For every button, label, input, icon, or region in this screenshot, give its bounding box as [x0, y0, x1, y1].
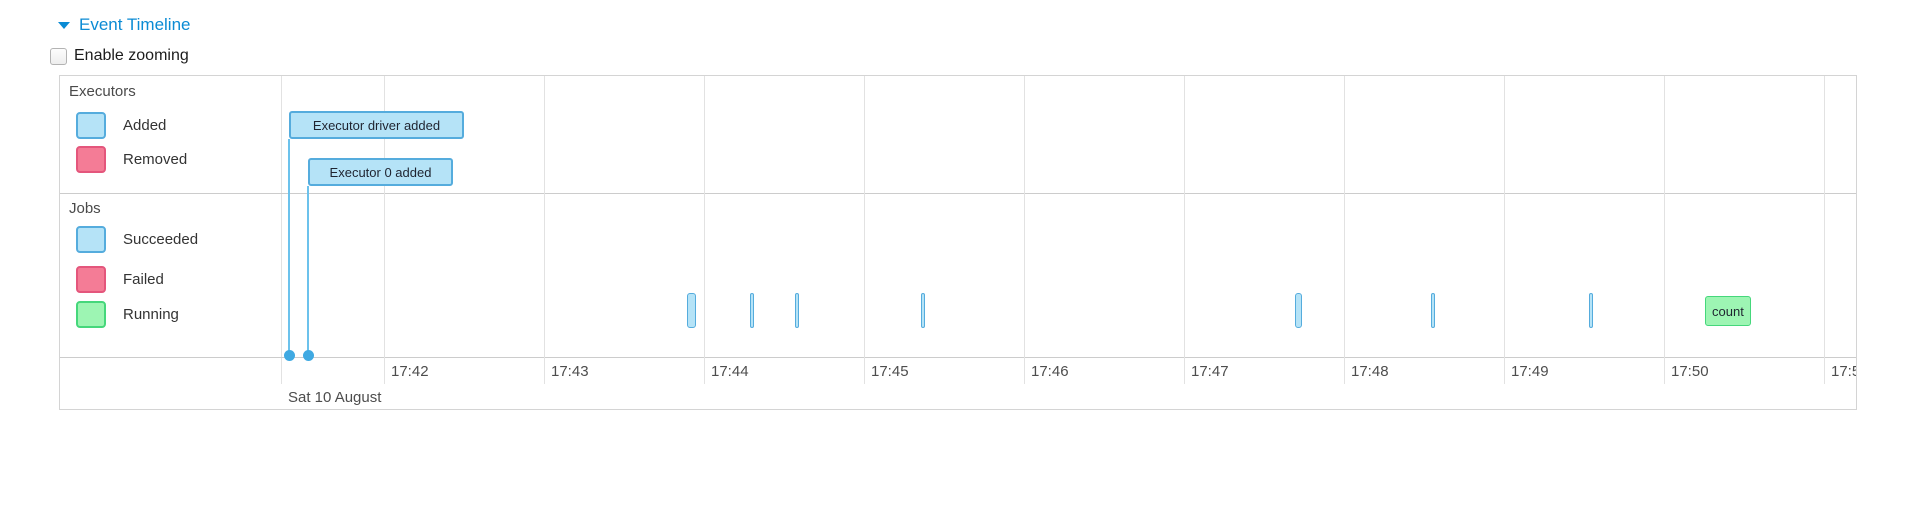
axis-tick-label: 17:47	[1191, 363, 1229, 380]
executor-event-box[interactable]: Executor 0 added	[308, 158, 453, 186]
jobs-group-label: Jobs	[69, 200, 101, 217]
axis-tick-label: 17:42	[391, 363, 429, 380]
legend-label: Removed	[123, 151, 188, 168]
enable-zooming-row: Enable zooming	[50, 47, 189, 65]
event-timeline-title[interactable]: Event Timeline	[79, 15, 191, 34]
enable-zooming-label[interactable]: Enable zooming	[74, 47, 189, 64]
legend-swatch-blue	[76, 226, 106, 253]
axis-tick-label: 17:46	[1031, 363, 1069, 380]
event-anchor-line	[307, 186, 309, 357]
group-column-separator	[281, 76, 282, 384]
legend-swatch-pink	[76, 146, 106, 173]
event-anchor-dot	[284, 350, 295, 361]
axis-tick-label: 17:50	[1671, 363, 1709, 380]
succeeded-job-item[interactable]	[795, 293, 799, 328]
minute-gridline	[1344, 76, 1345, 384]
event-anchor-dot	[303, 350, 314, 361]
minute-gridline	[704, 76, 705, 384]
executor-event-box[interactable]: Executor driver added	[289, 111, 464, 139]
succeeded-job-item[interactable]	[1589, 293, 1593, 328]
minute-gridline	[864, 76, 865, 384]
legend-label: Added	[123, 117, 167, 134]
caret-down-icon	[58, 21, 70, 29]
lane-separator	[60, 193, 1856, 194]
minute-gridline	[1664, 76, 1665, 384]
legend-swatch-pink	[76, 266, 106, 293]
succeeded-job-item[interactable]	[750, 293, 754, 328]
time-axis-line	[60, 357, 1856, 358]
legend-label: Succeeded	[123, 231, 199, 248]
legend-label: Failed	[123, 271, 164, 288]
event-anchor-line	[288, 139, 290, 357]
running-job-item[interactable]: count	[1705, 296, 1751, 326]
succeeded-job-item[interactable]	[687, 293, 696, 328]
executors-group-label: Executors	[69, 83, 136, 100]
minute-gridline	[544, 76, 545, 384]
succeeded-job-item[interactable]	[1295, 293, 1302, 328]
minute-gridline	[1184, 76, 1185, 384]
minute-gridline	[1024, 76, 1025, 384]
timeline-panel: Executors Jobs Sat 10 August 17:42 17:43 1…	[59, 75, 1857, 410]
succeeded-job-item[interactable]	[921, 293, 925, 328]
legend-item-added: Added	[76, 112, 166, 139]
legend-item-running: Running	[76, 301, 179, 328]
axis-date-label: Sat 10 August	[288, 389, 382, 406]
axis-tick-label: 17:43	[551, 363, 589, 380]
legend-label: Running	[123, 306, 179, 323]
minute-gridline	[1824, 76, 1825, 384]
minute-gridline	[1504, 76, 1505, 384]
succeeded-job-item[interactable]	[1431, 293, 1435, 328]
event-timeline-toggle[interactable]: Event Timeline	[58, 14, 191, 36]
enable-zooming-checkbox[interactable]	[50, 47, 67, 65]
legend-item-removed: Removed	[76, 146, 187, 173]
legend-item-failed: Failed	[76, 266, 164, 293]
axis-tick-label: 17:48	[1351, 363, 1389, 380]
minute-gridline	[384, 76, 385, 384]
legend-swatch-green	[76, 301, 106, 328]
legend-swatch-blue	[76, 112, 106, 139]
axis-tick-label: 17:49	[1511, 363, 1549, 380]
axis-tick-label: 17:44	[711, 363, 749, 380]
axis-tick-label: 17:45	[871, 363, 909, 380]
legend-item-succeeded: Succeeded	[76, 226, 198, 253]
axis-tick-label: 17:51	[1831, 363, 1856, 380]
